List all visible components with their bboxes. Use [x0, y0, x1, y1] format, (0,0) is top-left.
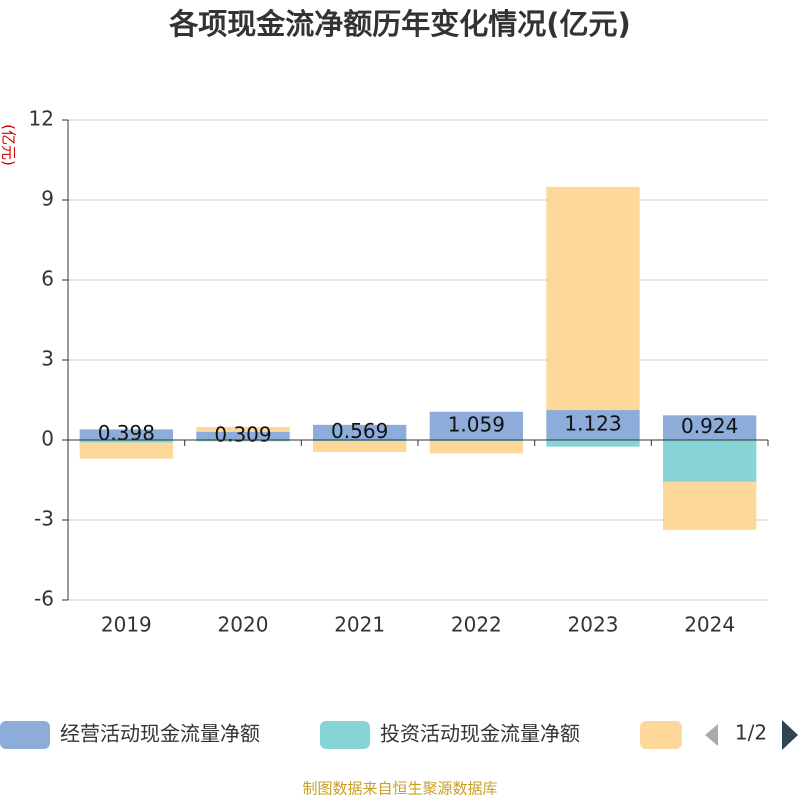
x-tick-label: 2020 [218, 613, 269, 637]
bar [313, 424, 407, 440]
y-tick-label: 9 [41, 187, 54, 211]
data-label: 0.924 [681, 414, 738, 438]
data-label: 0.569 [331, 419, 388, 443]
x-tick-label: 2024 [684, 613, 735, 637]
legend-swatch [320, 721, 370, 749]
legend-prev[interactable] [705, 724, 718, 746]
source: 制图数据来自恒生聚源数据库 [302, 780, 497, 798]
legend-swatch [0, 721, 50, 749]
y-tick-label: -3 [34, 507, 54, 531]
y-tick-label: 6 [41, 267, 54, 291]
bar [429, 441, 523, 454]
bar [663, 481, 757, 530]
data-label: 0.398 [98, 421, 155, 445]
y-tick-label: 3 [41, 347, 54, 371]
bar [313, 440, 407, 442]
y-tick-label: -6 [34, 587, 54, 611]
bar [663, 415, 757, 440]
bar [429, 411, 523, 440]
bar [313, 441, 407, 452]
bar [663, 440, 757, 482]
legend-next[interactable] [782, 720, 798, 750]
bar [196, 426, 290, 432]
bar [546, 410, 640, 440]
bar [546, 186, 640, 411]
y-tick-label: 12 [29, 107, 54, 131]
x-tick-label: 2021 [334, 613, 385, 637]
legend-swatch [640, 721, 682, 749]
legend-label: 投资活动现金流量净额 [380, 722, 580, 746]
x-tick-label: 2019 [101, 613, 152, 637]
data-label: 1.123 [564, 412, 621, 436]
chart-title: 各项现金流净额历年变化情况(亿元) [168, 7, 631, 41]
y-tick-label: 0 [41, 427, 54, 451]
y-axis-label: (亿元) [0, 124, 18, 166]
data-label: 1.059 [448, 412, 505, 436]
bar [79, 442, 173, 459]
x-tick-label: 2022 [451, 613, 502, 637]
bar [196, 440, 290, 442]
bar [196, 431, 290, 440]
bar [546, 440, 640, 447]
bar [79, 429, 173, 440]
legend-label: 经营活动现金流量净额 [60, 722, 260, 746]
legend-page: 1/2 [735, 721, 767, 745]
bar [429, 440, 523, 442]
data-label: 0.309 [214, 422, 271, 446]
bar [79, 440, 173, 443]
x-tick-label: 2023 [568, 613, 619, 637]
